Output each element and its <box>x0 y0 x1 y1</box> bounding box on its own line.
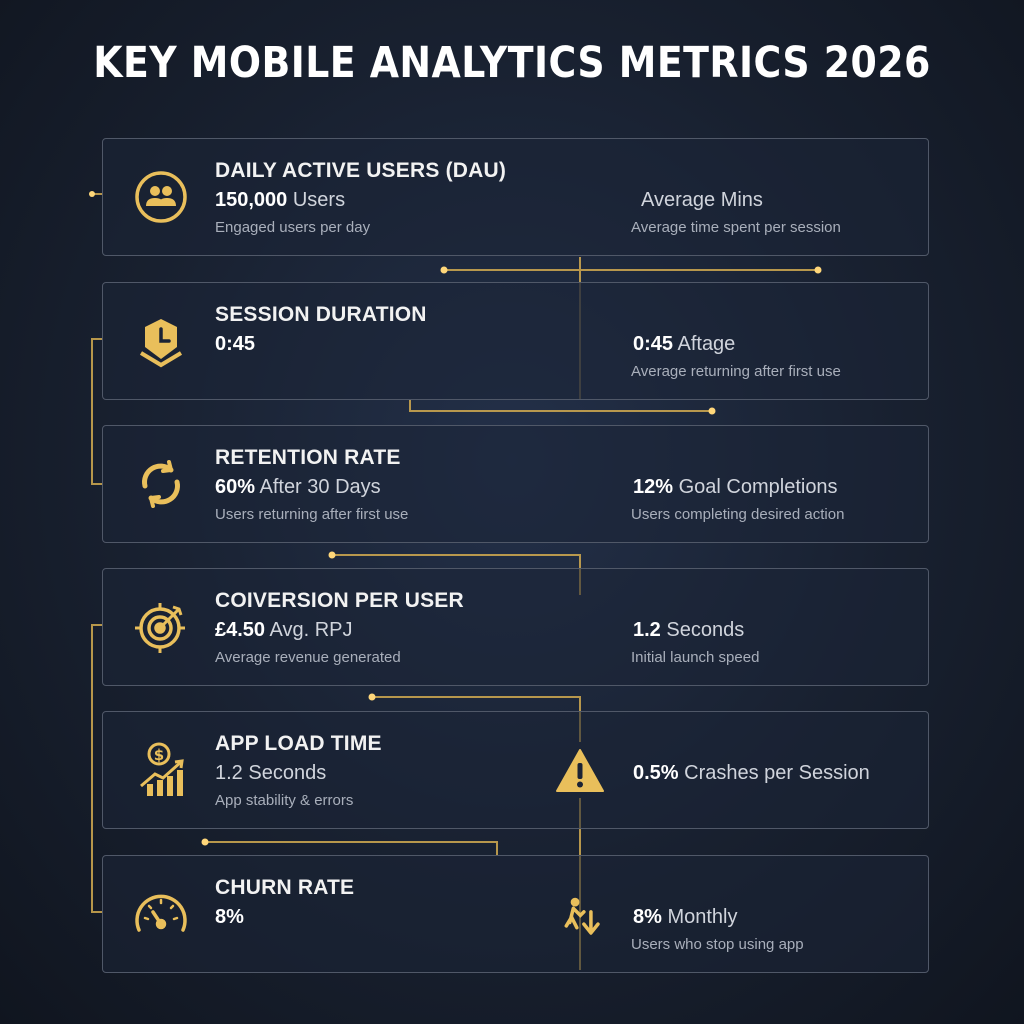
metric-value: 60% After 30 Days <box>215 476 381 498</box>
secondary-metric-value: 0:45 Aftage <box>633 333 736 355</box>
metric-card-churn: CHURN RATE 8% 8% Monthly Users who stop … <box>102 855 929 973</box>
metric-title: RETENTION RATE <box>215 446 401 469</box>
metric-value: 1.2 Seconds <box>215 762 327 784</box>
target-icon <box>133 599 189 655</box>
user-down-icon <box>561 896 605 940</box>
metric-title: COIVERSION PER USER <box>215 589 464 612</box>
metric-card-load-time: $ APP LOAD TIME 1.2 Seconds App stabilit… <box>102 711 929 829</box>
metric-value: 150,000 Users <box>215 189 346 211</box>
metric-card-retention: RETENTION RATE 60% After 30 Days Users r… <box>102 425 929 543</box>
secondary-metric-value: 0.5% Crashes per Session <box>633 762 870 784</box>
metric-description: Users returning after first use <box>215 506 409 523</box>
users-icon <box>133 169 189 225</box>
metric-card-session-duration: SESSION DURATION 0:45 0:45 Aftage Averag… <box>102 282 929 400</box>
page-title: KEY MOBILE ANALYTICS METRICS 2026 <box>93 38 931 88</box>
metric-card-conversion: COIVERSION PER USER £4.50 Avg. RPJ Avera… <box>102 568 929 686</box>
metric-description: Engaged users per day <box>215 219 371 236</box>
metric-card-dau: DAILY ACTIVE USERS (DAU) 150,000 Users E… <box>102 138 929 256</box>
refresh-icon <box>133 456 189 512</box>
secondary-metric-description: Initial launch speed <box>631 649 760 666</box>
secondary-metric-description: Average time spent per session <box>631 219 841 236</box>
svg-text:$: $ <box>154 746 164 764</box>
metric-value: 8% <box>215 906 244 928</box>
metric-title: SESSION DURATION <box>215 303 427 326</box>
secondary-metric-description: Users who stop using app <box>631 936 804 953</box>
metric-title: CHURN RATE <box>215 876 355 899</box>
metric-value: 0:45 <box>215 333 256 355</box>
metric-description: App stability & errors <box>215 792 354 809</box>
metric-title: APP LOAD TIME <box>215 732 382 755</box>
revenue-growth-icon: $ <box>137 742 193 798</box>
speedometer-icon <box>133 886 189 942</box>
metric-description: Average revenue generated <box>215 649 401 666</box>
warning-icon <box>555 746 605 796</box>
secondary-metric-value: Average Mins <box>641 189 763 211</box>
secondary-metric-description: Average returning after first use <box>631 363 841 380</box>
secondary-metric-value: 1.2 Seconds <box>633 619 745 641</box>
secondary-metric-description: Users completing desired action <box>631 506 845 523</box>
metric-title: DAILY ACTIVE USERS (DAU) <box>215 159 507 182</box>
secondary-metric-value: 12% Goal Completions <box>633 476 838 498</box>
metric-value: £4.50 Avg. RPJ <box>215 619 353 641</box>
clock-shield-icon <box>133 313 189 369</box>
secondary-metric-value: 8% Monthly <box>633 906 738 928</box>
